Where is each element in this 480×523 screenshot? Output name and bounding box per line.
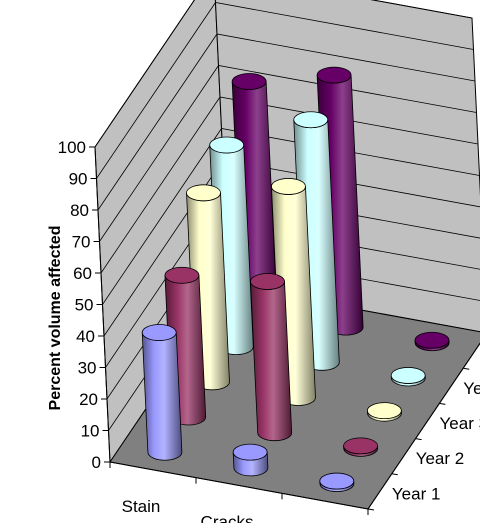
chart-axes (89, 146, 480, 515)
bar-top (319, 472, 355, 490)
bar-decay-year-1 (319, 472, 355, 492)
y-tick-label: 90 (69, 170, 88, 189)
y-tick-label: 100 (58, 138, 86, 157)
depth-axis-line (367, 342, 480, 510)
bar-top (141, 324, 177, 341)
bar-top (343, 437, 378, 455)
bar-top (316, 66, 352, 84)
depth-tick-label-year-4: Year 4 (463, 379, 480, 398)
bar-decay-year-3 (366, 402, 402, 422)
bar-decay-year-2 (343, 437, 379, 457)
bar-top (231, 73, 267, 90)
depth-tick-label-year-1: Year 1 (392, 484, 441, 503)
gridline (99, 65, 477, 242)
depth-tick-label-year-3: Year 3 (440, 414, 480, 433)
chart-bars (141, 66, 450, 492)
bar-top (186, 184, 221, 202)
bar-top (293, 111, 329, 129)
bar-cracks-year-1 (232, 443, 269, 477)
gridline (100, 96, 479, 274)
bar-top (414, 331, 450, 349)
bar-stain-year-1 (141, 324, 183, 461)
bar-top (209, 136, 245, 154)
depth-tick-label-year-2: Year 2 (416, 449, 465, 468)
chart-labels: 0102030405060708090100StainCracksDecayYe… (47, 138, 480, 523)
y-tick-label: 30 (78, 359, 97, 378)
y-tick-label: 0 (92, 453, 101, 472)
y-tick-label: 40 (76, 327, 95, 346)
bar-cracks-year-2 (250, 273, 293, 442)
gridline (94, 0, 473, 148)
y-tick-label: 70 (72, 233, 91, 252)
bar-top (271, 178, 306, 195)
y-tick-label: 80 (70, 201, 89, 220)
bar-top (232, 443, 268, 461)
gridline (97, 33, 476, 211)
depth-tick-mark (463, 367, 470, 370)
x-tick-label-cracks: Cracks (201, 513, 254, 523)
bar-top (164, 266, 200, 284)
y-axis-title: Percent volume affected (47, 226, 64, 411)
bar-top (250, 273, 285, 290)
bar-top (390, 367, 426, 384)
depth-tick-mark (439, 402, 446, 405)
y-tick-label: 50 (75, 296, 94, 315)
bar-body (141, 332, 183, 461)
depth-tick-mark (391, 473, 398, 476)
y-tick-label: 20 (79, 390, 98, 409)
bar-decay-year-4 (390, 367, 426, 387)
gridline (102, 128, 480, 305)
x-tick-label-stain: Stain (122, 497, 161, 516)
gridline (96, 2, 474, 179)
depth-tick-mark (415, 438, 422, 441)
bar-body (250, 281, 293, 442)
y-tick-label: 60 (73, 264, 92, 283)
y-tick-label: 10 (81, 422, 100, 441)
depth-tick-mark (367, 508, 375, 511)
bar-decay-year-5 (414, 331, 450, 352)
bar-top (366, 402, 402, 420)
x-axis-line (109, 461, 369, 510)
